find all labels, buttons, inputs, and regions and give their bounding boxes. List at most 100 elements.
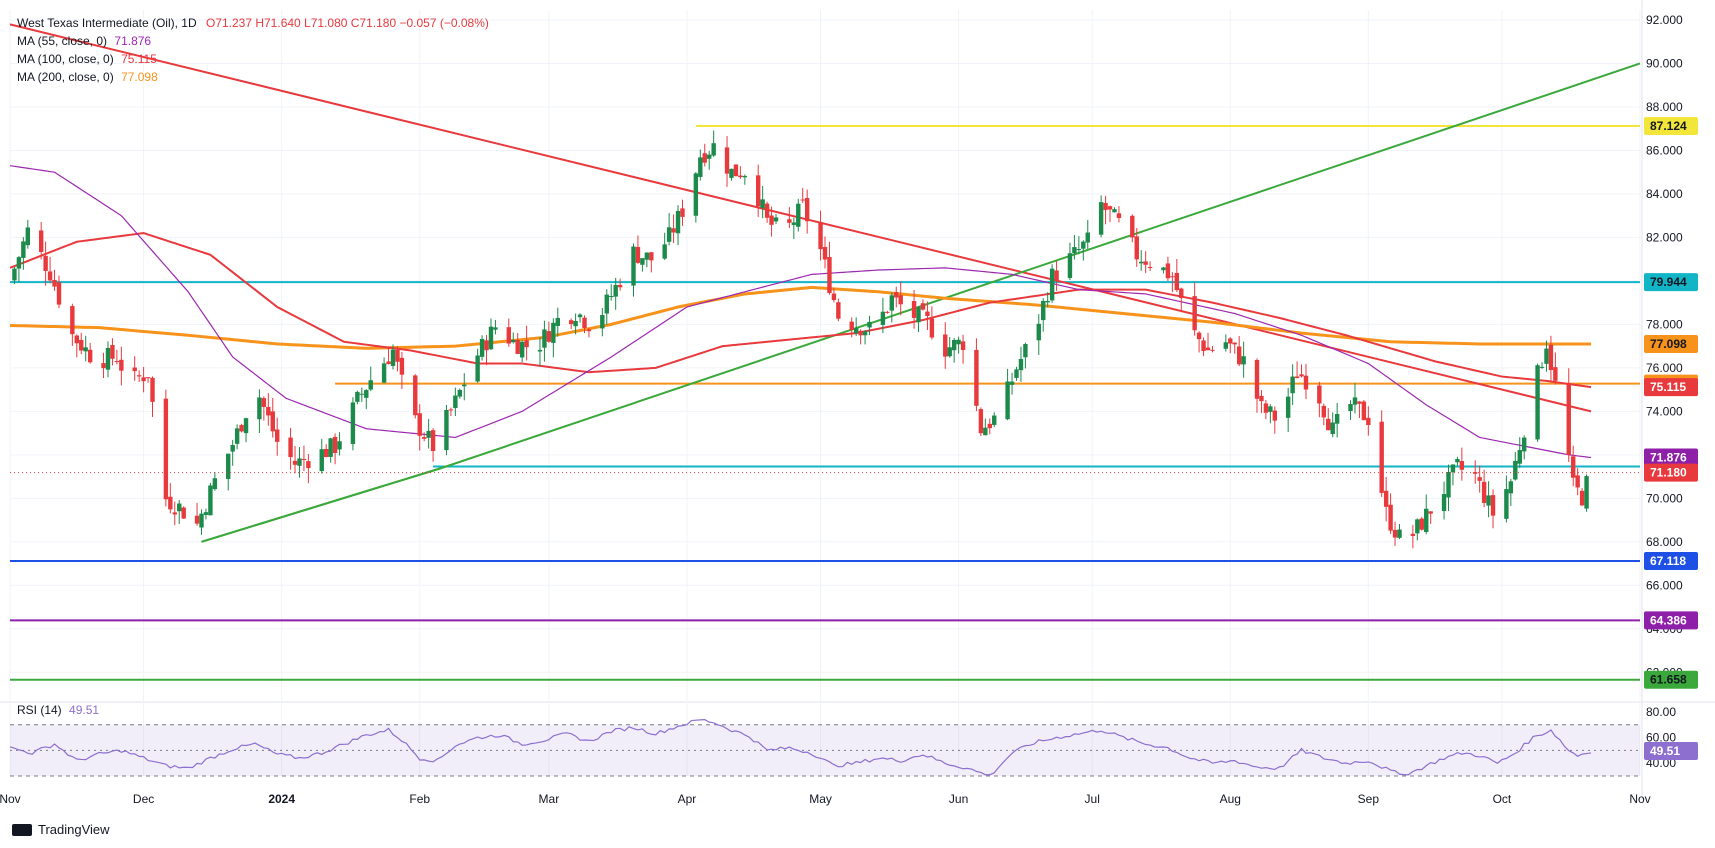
price-tag-text: 87.124 (1650, 119, 1687, 133)
candle-down (769, 215, 774, 225)
candle-down (586, 329, 592, 332)
candle-up (675, 210, 681, 234)
candle-up (1085, 232, 1090, 243)
price-tag (1644, 670, 1698, 689)
candle-down (239, 425, 244, 432)
candle-down (1116, 213, 1122, 219)
legend-ma200-row[interactable]: MA (200, close, 0) 77.098 (17, 68, 489, 86)
candle-down (1361, 401, 1367, 421)
candle-down (141, 377, 146, 382)
candle-up (555, 317, 560, 326)
legend-ma100-row[interactable]: MA (100, close, 0) 75.115 (17, 50, 489, 68)
candle-down (1553, 367, 1558, 381)
candle-down (1054, 270, 1059, 281)
candle-up (537, 349, 543, 352)
candle-down (1321, 405, 1326, 418)
x-tick-label: Feb (409, 792, 430, 806)
horizontal-levels[interactable] (10, 125, 1640, 681)
candle-down (925, 311, 930, 316)
x-tick-label: Nov (0, 792, 21, 806)
candle-down (1570, 456, 1576, 478)
candle-up (390, 349, 396, 366)
candle-up (479, 338, 485, 357)
rsi-band (10, 724, 1640, 776)
candle-up (212, 478, 218, 490)
candle-down (831, 293, 837, 301)
candle-up (1081, 241, 1086, 249)
candle-down (1130, 215, 1135, 238)
candle-down (1379, 421, 1384, 493)
rsi-legend[interactable]: RSI (14) 49.51 (17, 703, 99, 717)
rsi-value-tag-text: 49.51 (1650, 744, 1680, 758)
ma100-line (9, 232, 1592, 389)
ma100-label: MA (100, close, 0) (17, 52, 114, 66)
candle-down (395, 349, 400, 362)
candle-down (568, 320, 574, 325)
ma200-line (9, 285, 1592, 350)
candle-down (960, 341, 966, 351)
candle-up (1139, 261, 1144, 264)
symbol-title[interactable]: West Texas Intermediate (Oil), 1D (17, 16, 197, 30)
candle-up (1508, 481, 1514, 494)
legend-ma55-row[interactable]: MA (55, close, 0) 71.876 (17, 32, 489, 50)
x-tick-label: Dec (133, 792, 154, 806)
candle-up (1517, 450, 1522, 464)
candle-down (764, 203, 770, 218)
price-tags: 49.5187.12479.94475.27671.46467.11864.38… (1644, 117, 1698, 761)
candle-up (355, 391, 360, 402)
candle-up (1539, 366, 1545, 368)
candle-down (1548, 344, 1554, 371)
candle-up (1014, 369, 1019, 378)
price-tag (1644, 273, 1698, 292)
y-tick-label: 82.000 (1646, 230, 1683, 244)
candle-down (43, 255, 48, 271)
candle-up (1441, 494, 1447, 511)
candle-down (292, 460, 298, 465)
y-tick-label: 88.000 (1646, 100, 1683, 114)
x-tick-label: Apr (678, 792, 697, 806)
rsi-tick-label: 80.00 (1646, 705, 1676, 719)
candle-down (1299, 374, 1304, 377)
ma55-line (9, 165, 1592, 459)
candle-up (1513, 460, 1518, 480)
candle-down (79, 339, 84, 351)
candle-up (551, 322, 556, 343)
candle-up (359, 393, 365, 395)
candle-down (1428, 511, 1433, 514)
candle-down (1228, 338, 1233, 344)
candle-up (1098, 202, 1104, 235)
candle-up (364, 390, 369, 398)
candle-up (707, 154, 712, 159)
candle-down (635, 246, 641, 263)
candle-down (724, 147, 730, 174)
candle-down (163, 398, 169, 500)
tradingview-brand[interactable]: TradingView (12, 822, 110, 837)
price-tag-text: 71.876 (1650, 451, 1687, 465)
ma100-value: 75.115 (121, 52, 157, 66)
candle-up (1241, 356, 1246, 365)
price-tag (1644, 448, 1698, 467)
candle-up (577, 314, 583, 318)
candle-down (894, 292, 899, 298)
candle-up (1352, 397, 1358, 405)
candle-up (992, 415, 997, 425)
legend-symbol-row: West Texas Intermediate (Oil), 1D O71.23… (17, 14, 489, 32)
candle-down (818, 222, 823, 250)
candle-up (1544, 348, 1549, 364)
candle-down (733, 164, 739, 177)
candle-down (306, 461, 311, 469)
rsi-tick-label: 60.00 (1646, 731, 1676, 745)
candle-up (297, 458, 302, 466)
candle-up (573, 320, 578, 327)
candle-down (929, 318, 935, 338)
candle-up (1072, 247, 1077, 254)
candle-down (1170, 276, 1175, 278)
candle-down (1357, 401, 1362, 404)
candle-up (862, 331, 868, 336)
candle-down (1419, 518, 1424, 530)
candle-up (381, 363, 387, 383)
price-tag (1644, 334, 1698, 353)
candle-down (827, 256, 832, 294)
candle-down (671, 228, 676, 233)
